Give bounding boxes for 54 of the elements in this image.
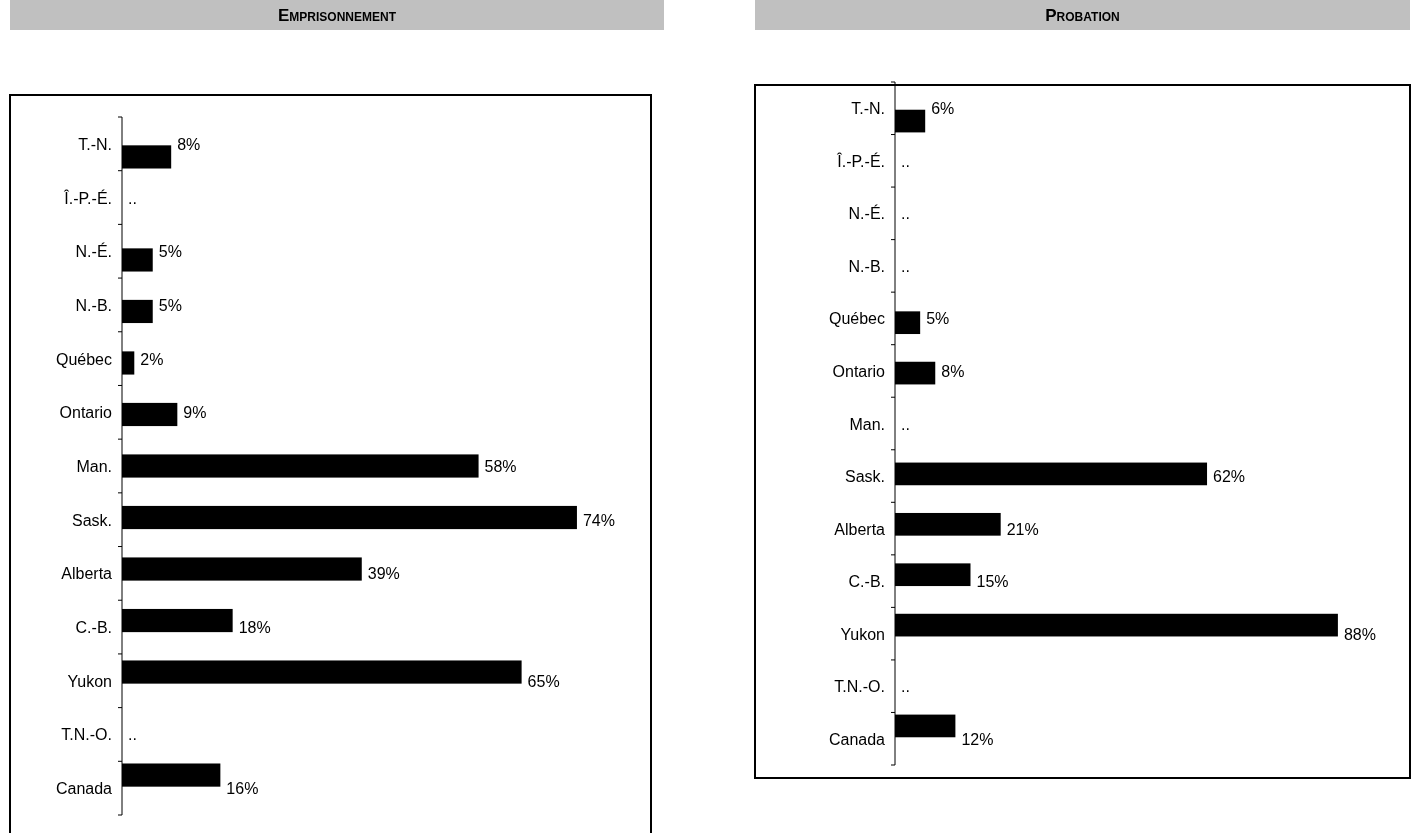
chart-title: Probation xyxy=(1045,6,1120,25)
y-tick-label: N.-B. xyxy=(75,296,112,314)
data-label: 8% xyxy=(941,362,965,380)
data-label: 6% xyxy=(931,100,955,118)
y-tick-label: Québec xyxy=(828,310,885,328)
y-tick-label: T.N.-O. xyxy=(834,678,885,696)
data-label: 12% xyxy=(961,730,994,748)
data-label: 16% xyxy=(226,780,259,798)
y-tick-label: Man. xyxy=(76,458,112,475)
text: .. xyxy=(901,152,910,170)
data-label: 2% xyxy=(140,350,164,368)
y-tick-label: Ontario xyxy=(832,362,886,380)
y-tick-label: Canada xyxy=(55,780,113,798)
y-tick-label: N.-É. xyxy=(75,242,112,261)
y-tick-label: T.-N. xyxy=(78,135,112,153)
y-tick-label: Alberta xyxy=(61,565,113,583)
data-label: 88% xyxy=(1343,625,1376,643)
data-label: 5% xyxy=(158,243,182,261)
y-tick-label: Sask. xyxy=(844,468,885,486)
y-tick-label: Alberta xyxy=(834,520,886,538)
data-label: 18% xyxy=(238,619,271,637)
y-tick-label: Î.-P.-É. xyxy=(836,151,885,170)
y-tick-label: N.-B. xyxy=(848,257,885,275)
data-label: 9% xyxy=(183,404,207,422)
text: .. xyxy=(901,257,910,275)
chart-title: Emprisonnement xyxy=(277,6,397,25)
y-tick-label: Canada xyxy=(828,730,886,748)
text: .. xyxy=(901,415,910,433)
y-tick-label: N.-É. xyxy=(848,204,885,223)
data-label: 21% xyxy=(1006,520,1039,538)
y-tick-label: Î.-P.-É. xyxy=(63,188,112,207)
y-tick-label: Sask. xyxy=(71,511,112,529)
y-tick-label: Ontario xyxy=(59,404,113,422)
data-label: 58% xyxy=(484,458,517,475)
data-label: 39% xyxy=(367,565,400,583)
y-tick-label: Yukon xyxy=(840,625,885,643)
text: .. xyxy=(901,678,910,696)
y-tick-label: Québec xyxy=(55,350,112,368)
data-label: 62% xyxy=(1213,468,1246,486)
data-label: 15% xyxy=(976,573,1009,591)
y-tick-label: C.-B. xyxy=(75,619,112,637)
data-label: 8% xyxy=(177,135,201,153)
text: .. xyxy=(901,205,910,223)
data-label: 65% xyxy=(527,672,560,690)
y-tick-label: T.-N. xyxy=(851,100,885,118)
y-tick-label: Yukon xyxy=(67,672,112,690)
data-label: 74% xyxy=(582,511,615,529)
y-tick-label: Man. xyxy=(849,415,885,433)
text: .. xyxy=(128,189,137,207)
y-tick-label: C.-B. xyxy=(848,573,885,591)
data-label: 5% xyxy=(158,296,182,314)
data-label: 5% xyxy=(926,310,950,328)
text: .. xyxy=(128,726,137,744)
y-tick-label: T.N.-O. xyxy=(61,726,112,744)
